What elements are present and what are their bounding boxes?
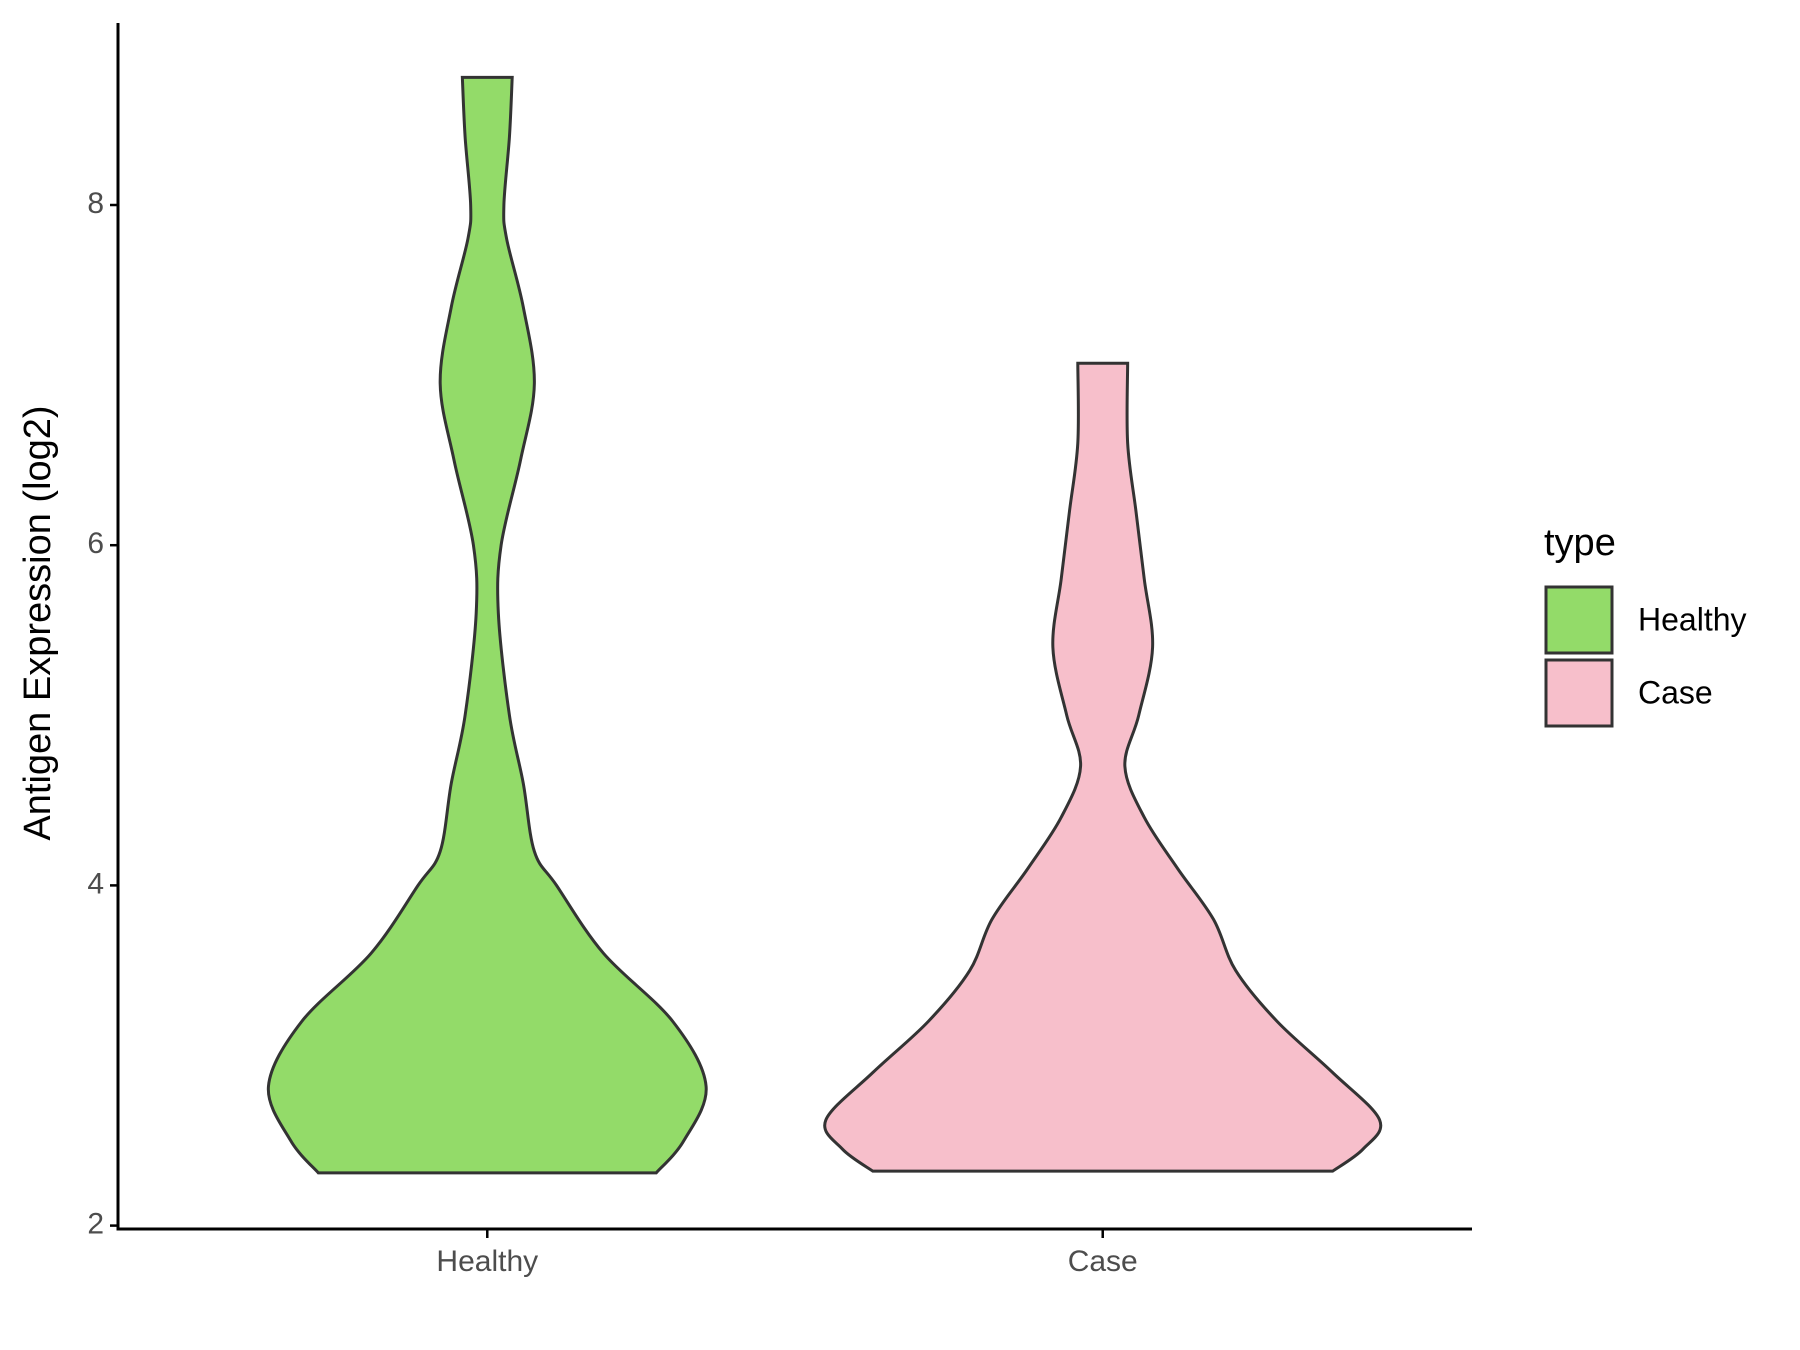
y-tick-label: 6 (87, 527, 104, 560)
y-axis-title: Antigen Expression (log2) (17, 405, 59, 840)
legend-label: Healthy (1638, 601, 1747, 637)
legend-title: type (1544, 522, 1616, 564)
y-tick-label: 8 (87, 187, 104, 220)
legend-key (1544, 658, 1614, 728)
legend-label: Case (1638, 674, 1713, 710)
y-tick-label: 4 (87, 867, 104, 900)
violin (266, 75, 708, 1175)
x-tick-label: Case (1068, 1245, 1138, 1278)
x-tick-label: Healthy (436, 1245, 538, 1278)
y-tick-label: 2 (87, 1208, 104, 1241)
violin (823, 361, 1383, 1173)
legend-key (1544, 585, 1614, 655)
